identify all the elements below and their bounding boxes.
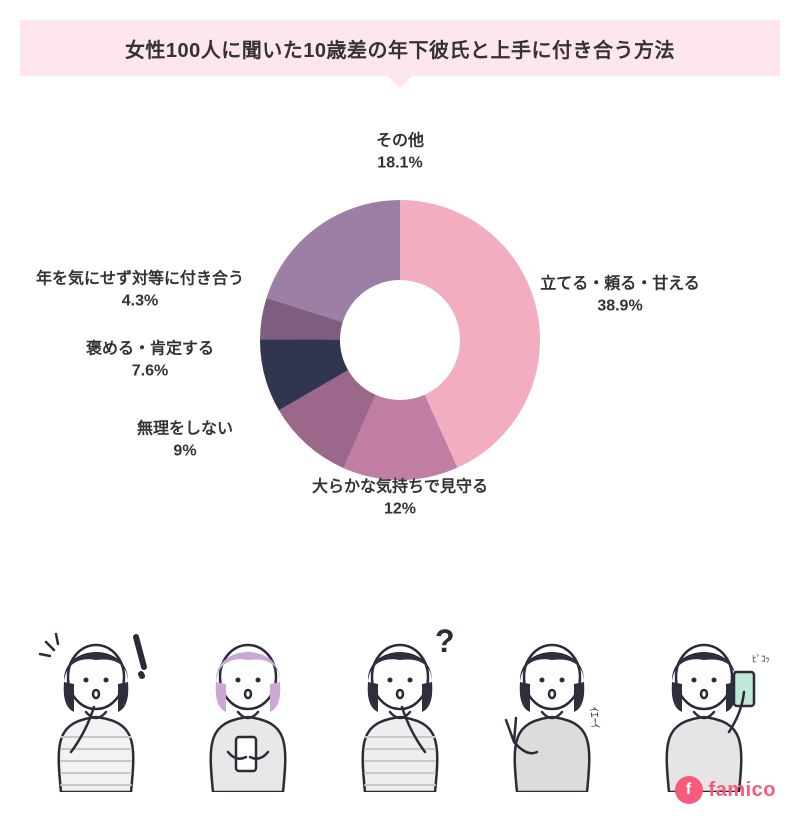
illustration-person: ﾋﾟｺｯ — [628, 612, 780, 792]
slice-label-text: 年を気にせず対等に付き合う — [36, 268, 244, 290]
slice-label-text: 褒める・肯定する — [86, 338, 214, 360]
slice-label: 立てる・頼る・甘える38.9% — [540, 273, 700, 316]
slice-label-text: その他 — [376, 130, 424, 152]
slice-label: 大らかな気持ちで見守る12% — [312, 476, 488, 519]
person-icon — [178, 612, 318, 792]
slice-label-value: 12% — [312, 498, 488, 520]
donut-chart: 立てる・頼る・甘える38.9% 大らかな気持ちで見守る12% 無理をしない9% 褒める… — [0, 110, 800, 570]
slice-label-text: 大らかな気持ちで見守る — [312, 476, 488, 498]
illustration-person: ? — [324, 612, 476, 792]
slice-label-value: 7.6% — [86, 360, 214, 382]
page-title: 女性100人に聞いた10歳差の年下彼氏と上手に付き合う方法 — [125, 34, 675, 63]
svg-text:ｲｴｰｲ: ｲｴｰｲ — [587, 706, 601, 729]
svg-text:?: ? — [435, 623, 455, 659]
donut-wrap — [260, 200, 540, 480]
donut-slice — [266, 200, 400, 322]
slice-label: その他18.1% — [376, 130, 424, 173]
slice-label-text: 無理をしない — [137, 418, 233, 440]
slice-label-value: 18.1% — [376, 152, 424, 174]
person-icon: ? — [330, 612, 470, 792]
donut-svg — [260, 200, 540, 480]
illustration-row: ? ｲｴｰｲ ﾋﾟｺｯ — [0, 592, 800, 792]
svg-text:ﾋﾟｺｯ: ﾋﾟｺｯ — [752, 654, 770, 664]
illustration-person — [20, 612, 172, 792]
slice-label: 褒める・肯定する7.6% — [86, 338, 214, 381]
slice-label-text: 立てる・頼る・甘える — [540, 273, 700, 295]
illustration-person: ｲｴｰｲ — [476, 612, 628, 792]
slice-label-value: 9% — [137, 440, 233, 462]
person-icon: ﾋﾟｺｯ — [634, 612, 774, 792]
illustration-person — [172, 612, 324, 792]
header-banner: 女性100人に聞いた10歳差の年下彼氏と上手に付き合う方法 — [20, 20, 780, 76]
person-icon — [26, 612, 166, 792]
person-icon: ｲｴｰｲ — [482, 612, 622, 792]
banner-pointer-icon — [386, 74, 414, 88]
slice-label-value: 4.3% — [36, 290, 244, 312]
brand-text: famico — [709, 779, 776, 802]
slice-label: 無理をしない9% — [137, 418, 233, 461]
slice-label: 年を気にせず対等に付き合う4.3% — [36, 268, 244, 311]
brand-icon-letter: f — [686, 781, 691, 799]
slice-label-value: 38.9% — [540, 295, 700, 317]
